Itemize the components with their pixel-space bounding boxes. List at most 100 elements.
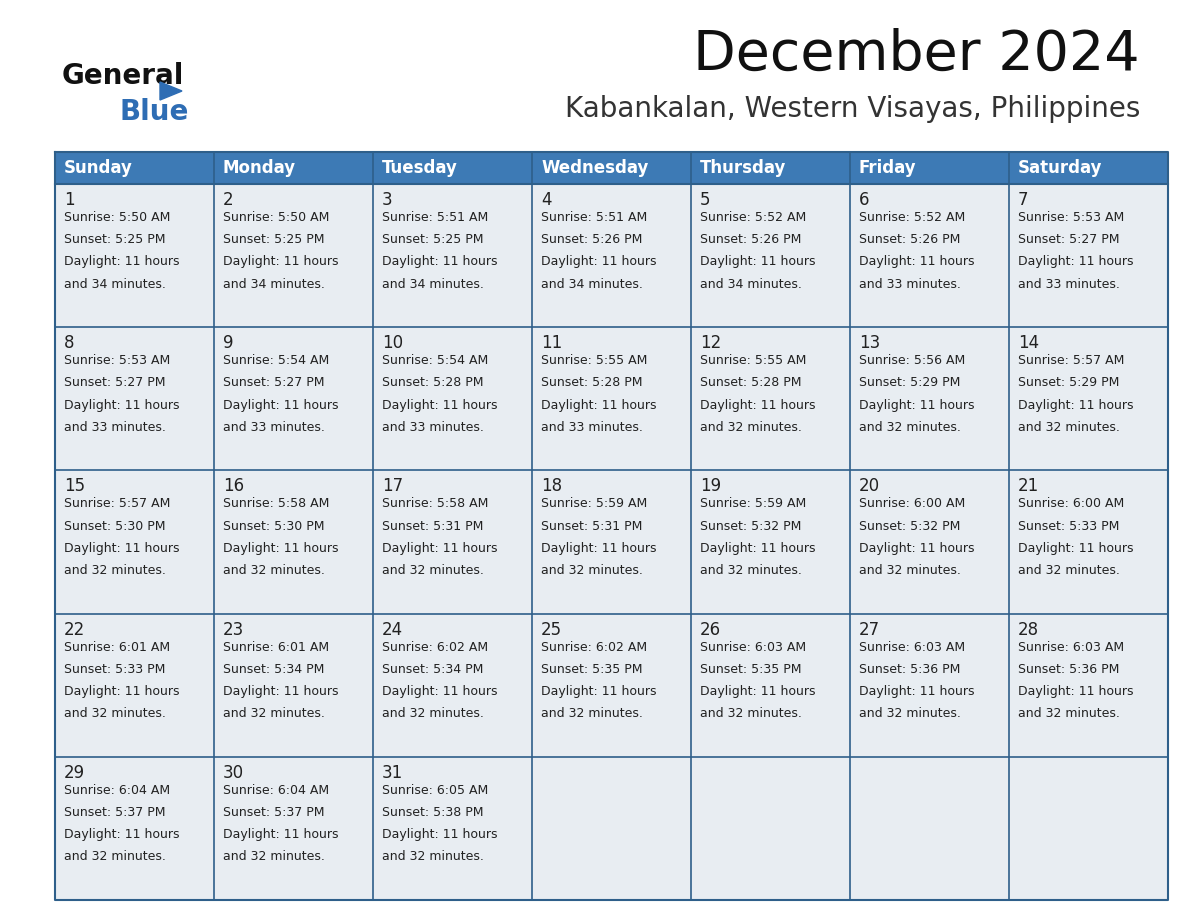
Text: Sunrise: 5:58 AM: Sunrise: 5:58 AM <box>223 498 329 510</box>
Text: 8: 8 <box>64 334 75 353</box>
Text: December 2024: December 2024 <box>694 28 1140 82</box>
Text: Sunrise: 5:55 AM: Sunrise: 5:55 AM <box>700 354 807 367</box>
Text: Daylight: 11 hours: Daylight: 11 hours <box>64 398 179 411</box>
Text: Sunset: 5:33 PM: Sunset: 5:33 PM <box>1018 520 1119 532</box>
Text: and 33 minutes.: and 33 minutes. <box>859 277 961 291</box>
Text: Sunrise: 6:03 AM: Sunrise: 6:03 AM <box>1018 641 1124 654</box>
Text: Sunrise: 5:54 AM: Sunrise: 5:54 AM <box>223 354 329 367</box>
Text: 20: 20 <box>859 477 880 496</box>
Text: Sunset: 5:26 PM: Sunset: 5:26 PM <box>859 233 960 246</box>
Text: Sunset: 5:38 PM: Sunset: 5:38 PM <box>383 806 484 819</box>
Bar <box>373 152 532 184</box>
Text: and 34 minutes.: and 34 minutes. <box>541 277 643 291</box>
Text: Sunset: 5:28 PM: Sunset: 5:28 PM <box>700 376 802 389</box>
Text: 22: 22 <box>64 621 86 639</box>
Text: General: General <box>62 62 184 90</box>
Text: 25: 25 <box>541 621 562 639</box>
Text: and 32 minutes.: and 32 minutes. <box>383 564 484 577</box>
Text: Saturday: Saturday <box>1018 159 1102 177</box>
Text: Sunset: 5:30 PM: Sunset: 5:30 PM <box>223 520 324 532</box>
Text: Daylight: 11 hours: Daylight: 11 hours <box>64 542 179 554</box>
Text: Kabankalan, Western Visayas, Philippines: Kabankalan, Western Visayas, Philippines <box>564 95 1140 123</box>
Text: 6: 6 <box>859 191 870 209</box>
Text: 11: 11 <box>541 334 562 353</box>
Text: and 32 minutes.: and 32 minutes. <box>700 707 802 721</box>
Text: and 33 minutes.: and 33 minutes. <box>1018 277 1120 291</box>
Text: 28: 28 <box>1018 621 1040 639</box>
Text: 1: 1 <box>64 191 75 209</box>
Text: Sunrise: 6:03 AM: Sunrise: 6:03 AM <box>700 641 807 654</box>
Text: 12: 12 <box>700 334 721 353</box>
Text: 3: 3 <box>383 191 392 209</box>
Text: 29: 29 <box>64 764 86 782</box>
Text: Sunrise: 5:51 AM: Sunrise: 5:51 AM <box>541 211 647 224</box>
Text: Sunrise: 5:57 AM: Sunrise: 5:57 AM <box>1018 354 1124 367</box>
Text: Sunset: 5:35 PM: Sunset: 5:35 PM <box>541 663 643 676</box>
Text: and 32 minutes.: and 32 minutes. <box>859 564 961 577</box>
Text: and 32 minutes.: and 32 minutes. <box>541 707 643 721</box>
Text: Sunset: 5:27 PM: Sunset: 5:27 PM <box>1018 233 1119 246</box>
Text: and 32 minutes.: and 32 minutes. <box>1018 707 1120 721</box>
Text: 2: 2 <box>223 191 234 209</box>
Text: 14: 14 <box>1018 334 1040 353</box>
Text: 24: 24 <box>383 621 403 639</box>
Text: and 32 minutes.: and 32 minutes. <box>64 564 166 577</box>
Text: Monday: Monday <box>223 159 296 177</box>
Bar <box>55 756 1168 900</box>
Text: Daylight: 11 hours: Daylight: 11 hours <box>1018 542 1133 554</box>
Text: Daylight: 11 hours: Daylight: 11 hours <box>859 542 974 554</box>
Text: 16: 16 <box>223 477 244 496</box>
Text: and 32 minutes.: and 32 minutes. <box>859 420 961 434</box>
Text: and 32 minutes.: and 32 minutes. <box>383 850 484 864</box>
Text: Sunset: 5:35 PM: Sunset: 5:35 PM <box>700 663 802 676</box>
Text: Sunrise: 5:56 AM: Sunrise: 5:56 AM <box>859 354 965 367</box>
Polygon shape <box>160 82 182 100</box>
Text: Tuesday: Tuesday <box>383 159 457 177</box>
Text: Sunrise: 5:53 AM: Sunrise: 5:53 AM <box>1018 211 1124 224</box>
Text: 21: 21 <box>1018 477 1040 496</box>
Text: Sunrise: 5:53 AM: Sunrise: 5:53 AM <box>64 354 170 367</box>
Text: Daylight: 11 hours: Daylight: 11 hours <box>859 685 974 698</box>
Text: and 34 minutes.: and 34 minutes. <box>383 277 484 291</box>
Text: and 32 minutes.: and 32 minutes. <box>700 564 802 577</box>
Text: and 32 minutes.: and 32 minutes. <box>223 850 324 864</box>
Text: 31: 31 <box>383 764 403 782</box>
Text: Sunrise: 6:04 AM: Sunrise: 6:04 AM <box>223 784 329 797</box>
Text: Daylight: 11 hours: Daylight: 11 hours <box>859 398 974 411</box>
Text: Sunrise: 6:00 AM: Sunrise: 6:00 AM <box>1018 498 1124 510</box>
Text: Sunrise: 6:02 AM: Sunrise: 6:02 AM <box>383 641 488 654</box>
Text: Sunrise: 5:50 AM: Sunrise: 5:50 AM <box>64 211 170 224</box>
Text: and 33 minutes.: and 33 minutes. <box>223 420 324 434</box>
Text: 10: 10 <box>383 334 403 353</box>
Text: Sunset: 5:29 PM: Sunset: 5:29 PM <box>859 376 960 389</box>
Text: Daylight: 11 hours: Daylight: 11 hours <box>1018 685 1133 698</box>
Text: Sunset: 5:31 PM: Sunset: 5:31 PM <box>541 520 643 532</box>
Text: Sunset: 5:32 PM: Sunset: 5:32 PM <box>859 520 960 532</box>
Text: 17: 17 <box>383 477 403 496</box>
Text: and 32 minutes.: and 32 minutes. <box>541 564 643 577</box>
Text: and 32 minutes.: and 32 minutes. <box>1018 420 1120 434</box>
Text: Daylight: 11 hours: Daylight: 11 hours <box>700 255 815 268</box>
Text: Sunrise: 5:59 AM: Sunrise: 5:59 AM <box>541 498 647 510</box>
Text: Daylight: 11 hours: Daylight: 11 hours <box>223 685 339 698</box>
Text: Wednesday: Wednesday <box>541 159 649 177</box>
Bar <box>532 152 691 184</box>
Text: Friday: Friday <box>859 159 917 177</box>
Text: Sunset: 5:37 PM: Sunset: 5:37 PM <box>64 806 165 819</box>
Text: 19: 19 <box>700 477 721 496</box>
Text: Sunrise: 6:03 AM: Sunrise: 6:03 AM <box>859 641 965 654</box>
Text: and 32 minutes.: and 32 minutes. <box>223 707 324 721</box>
Text: Daylight: 11 hours: Daylight: 11 hours <box>64 685 179 698</box>
Text: Daylight: 11 hours: Daylight: 11 hours <box>541 255 657 268</box>
Text: Sunrise: 5:54 AM: Sunrise: 5:54 AM <box>383 354 488 367</box>
Text: Thursday: Thursday <box>700 159 786 177</box>
Text: Daylight: 11 hours: Daylight: 11 hours <box>1018 398 1133 411</box>
Text: Daylight: 11 hours: Daylight: 11 hours <box>1018 255 1133 268</box>
Text: Sunset: 5:26 PM: Sunset: 5:26 PM <box>541 233 643 246</box>
Text: 9: 9 <box>223 334 234 353</box>
Text: 4: 4 <box>541 191 551 209</box>
Text: 18: 18 <box>541 477 562 496</box>
Text: Sunset: 5:27 PM: Sunset: 5:27 PM <box>64 376 165 389</box>
Text: Sunrise: 5:51 AM: Sunrise: 5:51 AM <box>383 211 488 224</box>
Text: Sunset: 5:32 PM: Sunset: 5:32 PM <box>700 520 802 532</box>
